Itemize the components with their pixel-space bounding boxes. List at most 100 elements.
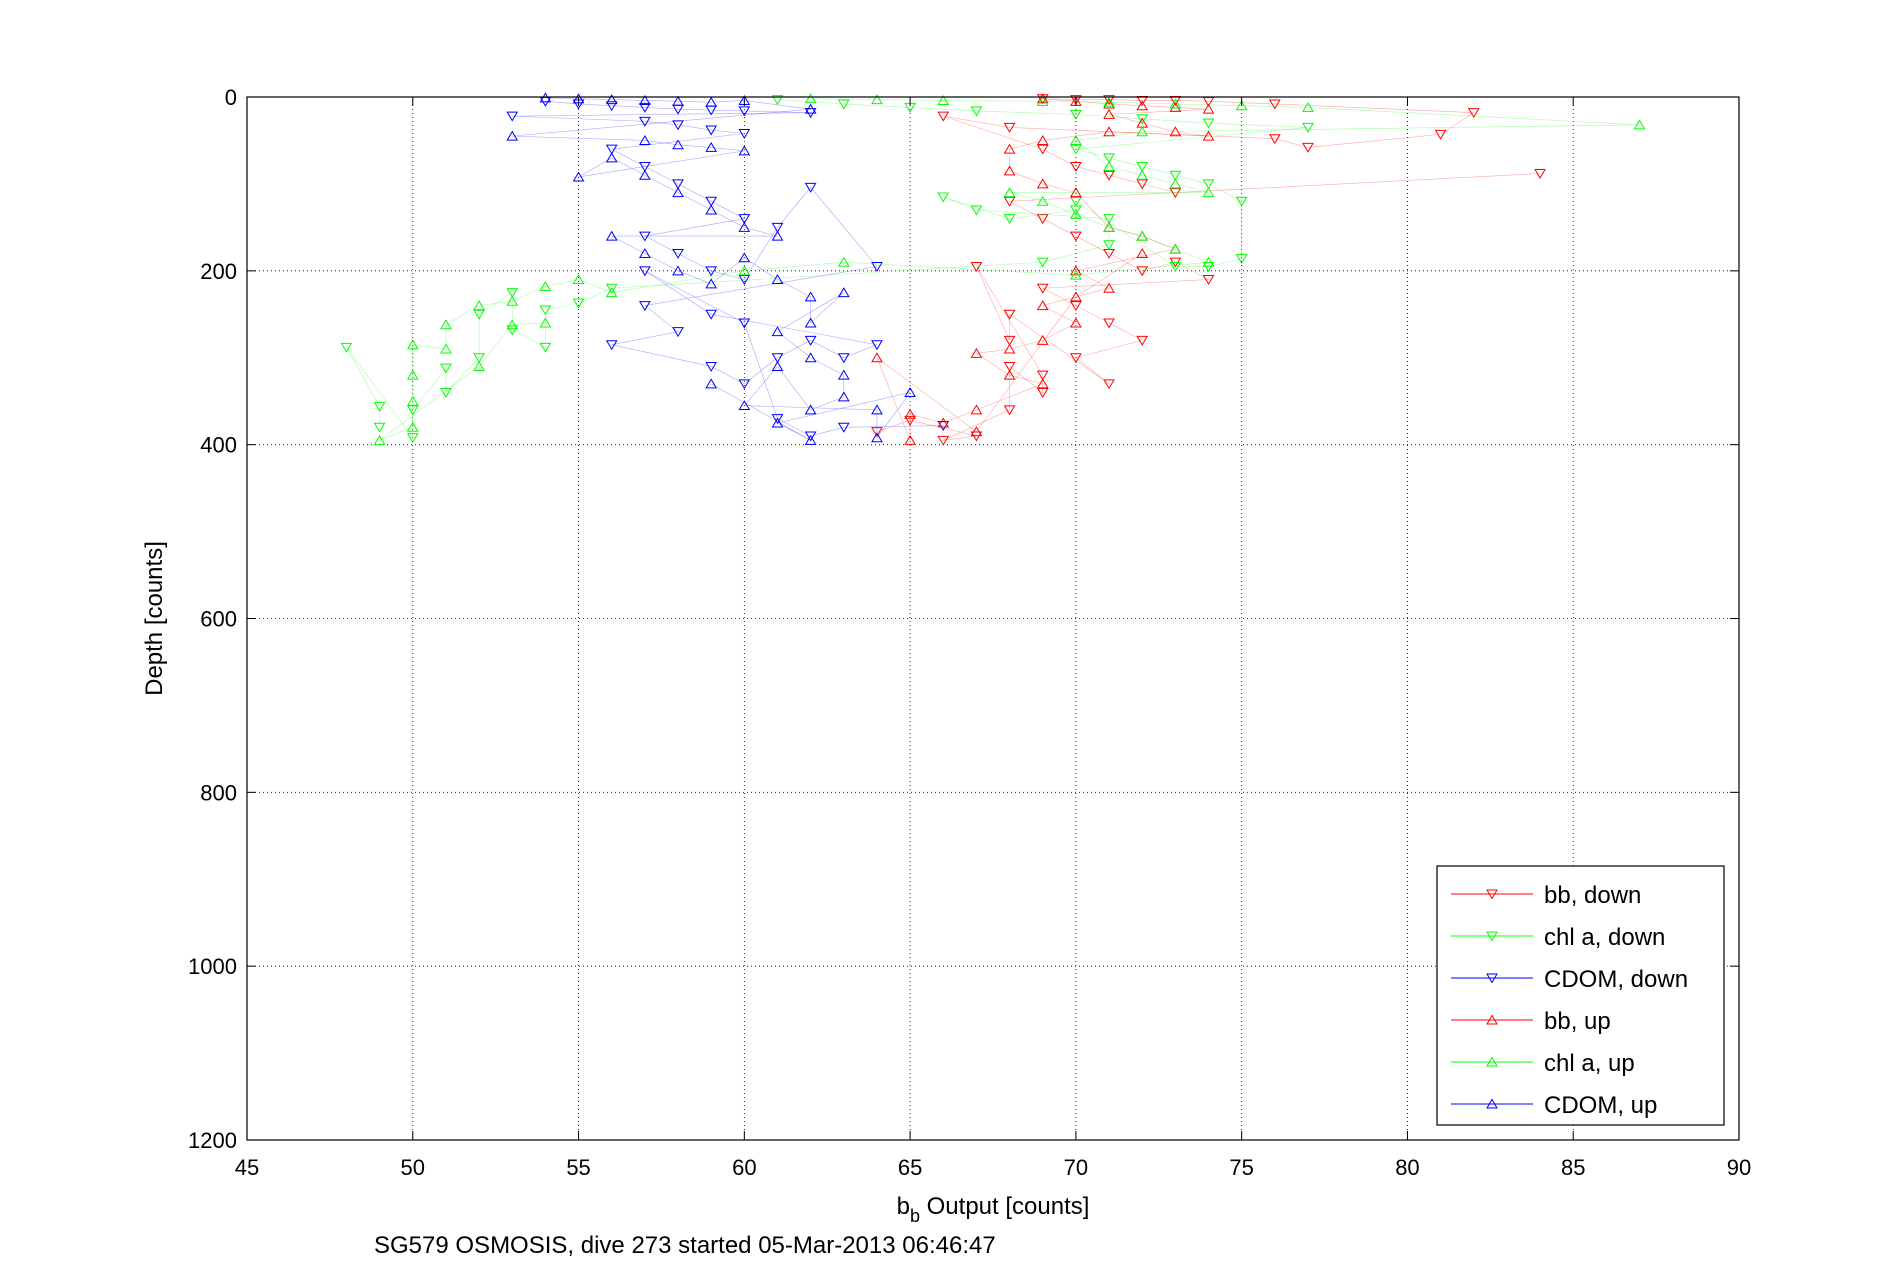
data-point — [1003, 122, 1016, 133]
data-point — [572, 171, 585, 182]
data-point — [1136, 162, 1149, 173]
x-axis-label-subscript: b — [910, 1206, 920, 1226]
series-line — [876, 98, 1541, 441]
data-point — [1268, 99, 1281, 110]
data-point — [605, 152, 618, 163]
data-point — [473, 300, 485, 311]
data-point — [738, 400, 751, 411]
data-point — [539, 92, 552, 103]
data-point — [1103, 221, 1115, 232]
data-point — [771, 417, 784, 428]
data-point — [1169, 170, 1182, 181]
data-point — [1070, 144, 1082, 155]
data-point — [804, 103, 817, 114]
data-point — [738, 379, 751, 390]
data-point — [804, 352, 817, 363]
y-tick-label: 0 — [225, 85, 237, 110]
data-point — [638, 102, 651, 113]
data-point — [1103, 282, 1115, 293]
data-point — [837, 99, 850, 110]
series-line — [379, 98, 1640, 441]
data-point — [605, 101, 618, 112]
data-point — [506, 288, 519, 299]
legend-label: CDOM, up — [1544, 1092, 1657, 1119]
data-point — [937, 192, 950, 203]
series-3 — [871, 93, 1215, 445]
data-point — [837, 287, 850, 298]
legend-label: chl a, up — [1544, 1050, 1635, 1077]
data-point — [1633, 119, 1646, 130]
data-point — [406, 339, 419, 350]
data-point — [1103, 98, 1115, 109]
data-point — [605, 230, 618, 241]
data-point — [672, 139, 684, 150]
data-point — [771, 414, 784, 425]
data-point — [1103, 318, 1115, 329]
data-point — [705, 278, 718, 289]
data-point — [871, 404, 883, 415]
data-point — [705, 266, 718, 277]
data-point — [871, 340, 883, 351]
data-point — [937, 417, 950, 428]
data-point — [406, 433, 419, 444]
caption: SG579 OSMOSIS, dive 273 started 05-Mar-2… — [374, 1232, 996, 1259]
data-point — [1036, 134, 1049, 145]
data-point — [1070, 134, 1082, 145]
data-point — [638, 116, 651, 127]
legend-marker — [1486, 973, 1498, 984]
data-point — [1169, 188, 1182, 199]
data-point — [705, 361, 718, 372]
data-point — [1003, 343, 1016, 354]
data-point — [1036, 334, 1049, 345]
data-point — [837, 391, 850, 402]
data-point — [738, 275, 751, 286]
data-point — [738, 129, 751, 139]
data-point — [1103, 108, 1115, 119]
data-point — [539, 317, 552, 328]
data-point — [837, 369, 850, 380]
data-point — [738, 106, 751, 117]
data-point — [1202, 275, 1215, 286]
data-point — [506, 319, 519, 330]
data-point — [539, 280, 552, 291]
data-point — [572, 298, 585, 309]
y-tick-label: 800 — [200, 780, 237, 805]
data-point — [970, 431, 983, 442]
data-point — [1103, 214, 1115, 225]
data-point — [970, 106, 983, 117]
data-point — [1136, 100, 1149, 111]
data-point — [1103, 379, 1115, 390]
data-point — [705, 125, 718, 136]
data-point — [1036, 283, 1049, 294]
data-point — [1268, 134, 1281, 145]
series-5 — [506, 92, 916, 445]
data-point — [1070, 291, 1082, 302]
data-point — [506, 295, 519, 306]
data-point — [871, 352, 883, 363]
data-point — [539, 305, 552, 316]
series-4 — [373, 93, 1646, 445]
data-point — [1136, 126, 1149, 137]
data-point — [1003, 369, 1016, 380]
data-point — [1070, 109, 1082, 120]
x-tick-label: 45 — [235, 1155, 259, 1180]
data-point — [473, 353, 485, 364]
data-point — [771, 222, 784, 233]
data-point — [1235, 254, 1248, 265]
data-point — [970, 347, 983, 358]
data-point — [771, 326, 784, 337]
data-point — [1202, 261, 1215, 272]
data-point — [771, 274, 784, 285]
data-point — [804, 335, 817, 346]
data-point — [804, 182, 817, 193]
data-point — [970, 426, 983, 437]
data-point — [904, 408, 916, 419]
data-point — [738, 214, 751, 225]
data-point — [1003, 405, 1016, 416]
data-point — [1169, 126, 1182, 137]
data-point — [738, 145, 751, 156]
data-point — [970, 404, 983, 415]
data-point — [1003, 361, 1016, 372]
data-point — [904, 387, 916, 398]
data-point — [738, 221, 751, 232]
